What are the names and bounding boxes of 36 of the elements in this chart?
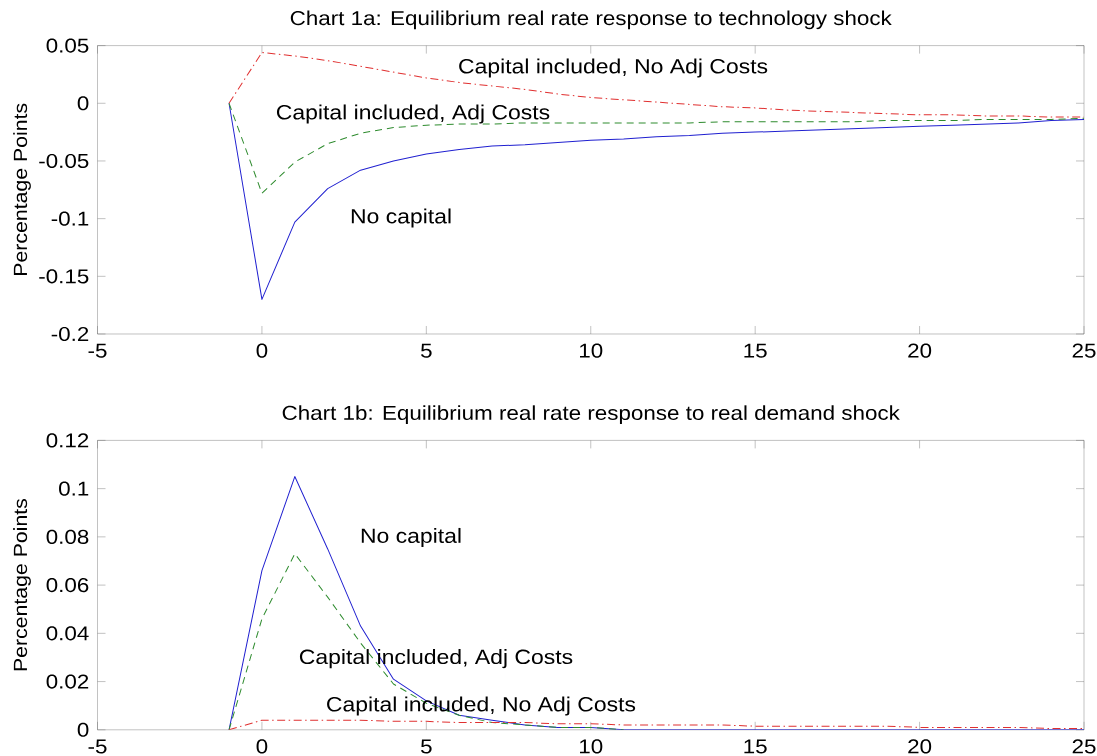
x-tick-label: 25: [1072, 739, 1096, 754]
y-tick-label: 0.04: [46, 626, 89, 641]
x-tick-label: 0: [256, 739, 268, 754]
y-tick-label: 0.05: [46, 38, 89, 53]
y-tick-label: -0.2: [51, 326, 89, 342]
x-tick-label: 15: [744, 739, 767, 754]
series-label: Capital included, No Adj Costs: [459, 58, 768, 78]
y-tick-label: -0.1: [51, 211, 89, 226]
x-tick-label: 10: [580, 739, 603, 754]
chart-title: Chart 1b: Equilibrium real rate response to real demand shock: [282, 405, 900, 424]
x-tick-label: 20: [908, 739, 932, 754]
x-tick-label: 15: [744, 343, 767, 358]
y-axis-title: Percentage Points: [13, 498, 31, 671]
x-tick-label: 5: [421, 343, 432, 358]
y-tick-label: 0: [77, 722, 89, 737]
y-tick-label: 0: [77, 96, 89, 111]
x-tick-label: -5: [88, 739, 107, 754]
x-tick-label: 10: [580, 343, 603, 358]
y-tick-label: 0.1: [59, 481, 89, 496]
y-tick-label: -0.05: [39, 153, 89, 169]
text: Capital included, Adj Costs: [299, 649, 573, 669]
series-label: No capital: [351, 208, 451, 228]
x-tick-label: 25: [1072, 343, 1096, 358]
series-label: Capital included, Adj Costs: [276, 104, 550, 124]
x-tick-label: 0: [256, 343, 268, 358]
y-tick-label: -0.15: [39, 269, 89, 284]
y-tick-label: 0.08: [46, 529, 89, 544]
y-tick-label: 0.06: [46, 578, 89, 593]
x-tick-label: 5: [421, 739, 432, 754]
y-tick-label: 0.02: [46, 674, 89, 689]
chart-title: Chart 1a: Equilibrium real rate response to technology shock: [290, 10, 892, 30]
y-tick-label: 0.12: [46, 433, 89, 448]
x-tick-label: -5: [88, 343, 107, 358]
series-label: No capital: [361, 527, 461, 548]
y-axis-title: Percentage Points: [13, 103, 31, 275]
x-tick-label: 20: [908, 343, 932, 358]
